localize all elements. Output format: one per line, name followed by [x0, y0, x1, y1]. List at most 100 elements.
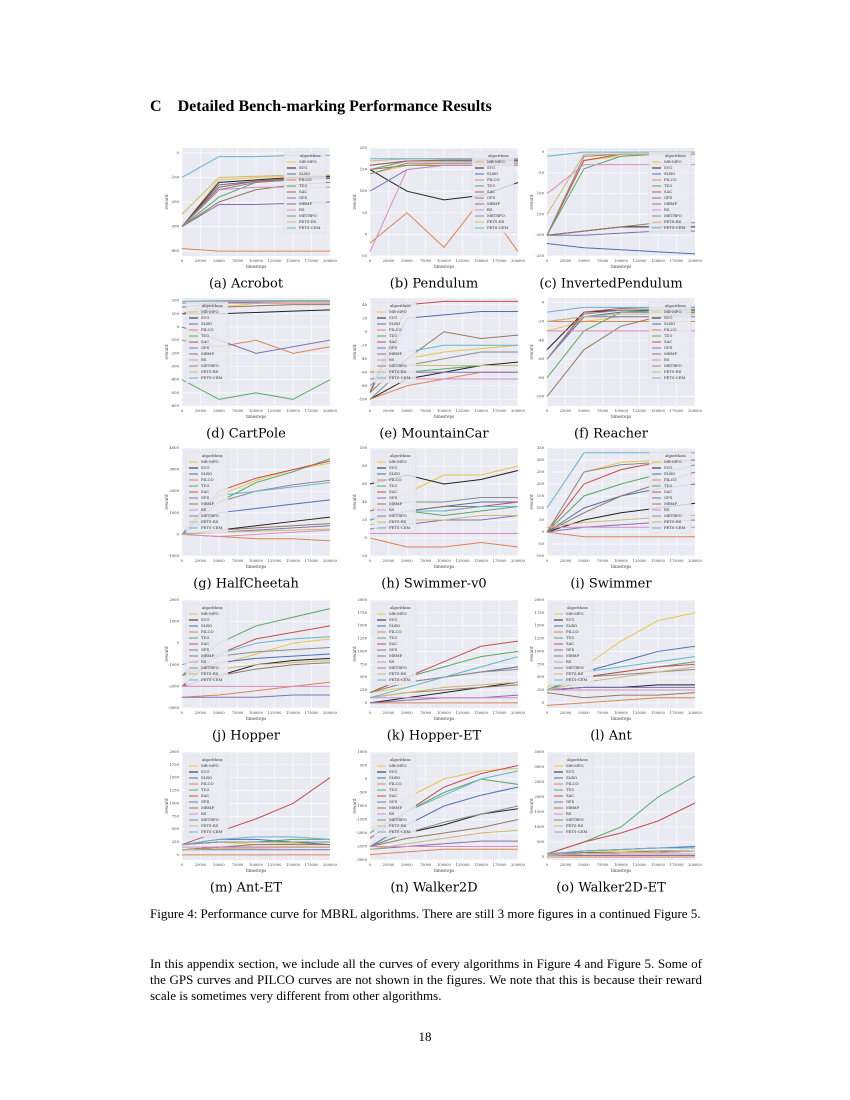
- legend-label: RS: [201, 507, 207, 512]
- y-axis-label: reward: [529, 344, 534, 360]
- x-tick-label: 75000: [420, 559, 432, 563]
- x-tick-label: 150000: [474, 863, 488, 867]
- panel: 0 25000 50000 75000 100000 125000 150000 175000…: [352, 749, 526, 896]
- x-axis-label: timesteps: [611, 264, 632, 269]
- panel: 0 25000 50000 75000 100000 125000 150000 175000…: [529, 445, 703, 592]
- y-tick-label: 0: [542, 300, 545, 305]
- legend-label: SAC: [299, 189, 307, 194]
- x-tick-label: 50000: [401, 559, 413, 563]
- legend-label: SVG: [566, 617, 574, 622]
- legend-label: GPS: [566, 647, 575, 652]
- y-tick-label: 250: [537, 469, 545, 474]
- x-tick-label: 125000: [268, 559, 282, 563]
- legend-label: MBMF: [201, 351, 215, 356]
- legend-label: SLBO: [389, 471, 400, 476]
- y-tick-label: -400: [170, 248, 179, 253]
- y-tick-label: -200: [170, 350, 179, 355]
- x-tick-label: 0: [181, 711, 184, 715]
- curve: [546, 243, 696, 255]
- legend-label: MB-MPO: [389, 459, 407, 464]
- x-tick-label: 175000: [305, 409, 319, 413]
- x-axis-label: timesteps: [434, 716, 455, 721]
- x-tick-label: 50000: [213, 863, 225, 867]
- legend-label: MB-MPO: [664, 309, 682, 314]
- x-tick-label: 100000: [249, 559, 263, 563]
- curve: [546, 531, 695, 538]
- legend-label: MBMF: [389, 653, 403, 658]
- legend-label: SVG: [389, 465, 397, 470]
- legend-label: PETS-RS: [566, 823, 584, 828]
- y-tick-label: 350: [537, 445, 545, 450]
- legend-label: TD3: [566, 635, 575, 640]
- y-tick-label: 1000: [169, 619, 179, 624]
- x-tick-label: 200000: [323, 711, 337, 715]
- panel: 0 25000 50000 75000 100000 125000 150000 175000…: [164, 749, 338, 896]
- curve: [369, 681, 519, 699]
- x-tick-label: 150000: [651, 863, 665, 867]
- y-tick-label: 1000: [534, 824, 544, 829]
- legend-label: GPS: [389, 799, 398, 804]
- legend-label: PETS-CEM: [664, 375, 686, 380]
- legend-label: GPS: [201, 345, 210, 350]
- legend-label: MBMF: [299, 201, 313, 206]
- y-tick-label: 2000: [169, 597, 179, 602]
- legend-title: algorithms: [665, 303, 686, 308]
- x-tick-label: 125000: [633, 711, 647, 715]
- x-tick-label: 125000: [268, 863, 282, 867]
- y-tick-label: 0: [542, 529, 545, 534]
- y-tick-label: 3000: [534, 764, 544, 769]
- legend-label: PILCO: [201, 327, 214, 332]
- legend-label: PETS-RS: [664, 519, 682, 524]
- legend-label: PETS-CEM: [566, 829, 588, 834]
- legend-label: PETS-RS: [487, 219, 505, 224]
- legend-label: MBMF: [664, 201, 678, 206]
- y-tick-label: 100: [360, 188, 368, 193]
- y-tick-label: 2500: [534, 779, 544, 784]
- y-tick-label: -80: [361, 383, 368, 388]
- curve: [181, 379, 331, 400]
- legend-label: SAC: [566, 641, 574, 646]
- legend-label: PILCO: [664, 477, 677, 482]
- x-tick-label: 150000: [474, 559, 488, 563]
- y-tick-label: 0: [177, 324, 180, 329]
- x-tick-label: 25000: [195, 259, 207, 263]
- y-tick-label: 0: [542, 149, 545, 154]
- y-tick-label: -100: [170, 174, 179, 179]
- curve: [181, 841, 330, 846]
- legend-label: SLBO: [566, 623, 577, 628]
- y-tick-label: -300: [170, 224, 179, 229]
- curve: [369, 819, 519, 847]
- y-tick-label: -20: [361, 553, 368, 558]
- legend-label: METRPO: [664, 213, 682, 218]
- y-tick-label: 1250: [169, 788, 179, 793]
- y-tick-label: 0: [177, 852, 180, 857]
- y-axis-label: reward: [529, 494, 534, 510]
- y-tick-label: -50: [538, 170, 545, 175]
- legend-label: PETS-CEM: [201, 829, 223, 834]
- x-tick-label: 25000: [195, 409, 207, 413]
- curve: [546, 697, 695, 706]
- legend-label: SLBO: [389, 775, 400, 780]
- x-tick-label: 150000: [474, 711, 488, 715]
- y-tick-label: 200: [172, 298, 180, 303]
- panel-caption: (l) Ant: [590, 729, 632, 744]
- x-tick-label: 175000: [493, 863, 507, 867]
- x-tick-label: 25000: [383, 559, 395, 563]
- x-tick-label: 25000: [383, 409, 395, 413]
- legend-label: SLBO: [201, 623, 212, 628]
- panel-caption: (h) Swimmer-v0: [381, 577, 486, 592]
- x-tick-label: 0: [181, 863, 184, 867]
- x-tick-label: 200000: [688, 559, 702, 563]
- legend-label: MBMF: [201, 653, 215, 658]
- legend-label: RS: [389, 507, 395, 512]
- legend-label: SLBO: [566, 775, 577, 780]
- y-tick-label: 0: [542, 854, 545, 859]
- curve: [181, 248, 330, 252]
- y-tick-label: -2000: [168, 683, 180, 688]
- panel-caption: (e) MountainCar: [379, 427, 489, 442]
- y-tick-label: 150: [360, 167, 368, 172]
- x-tick-label: 100000: [249, 259, 263, 263]
- legend-label: SVG: [487, 165, 495, 170]
- x-tick-label: 50000: [213, 259, 225, 263]
- legend-label: TD3: [201, 787, 210, 792]
